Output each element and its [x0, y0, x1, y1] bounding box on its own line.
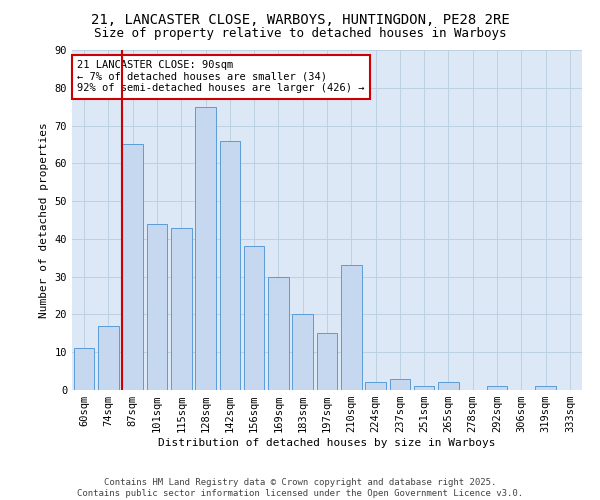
Bar [122, 144, 143, 390]
Bar [268, 276, 289, 390]
Bar [317, 334, 337, 390]
Text: 21, LANCASTER CLOSE, WARBOYS, HUNTINGDON, PE28 2RE: 21, LANCASTER CLOSE, WARBOYS, HUNTINGDON… [91, 12, 509, 26]
Bar [220, 140, 240, 390]
Bar [389, 378, 410, 390]
Bar [487, 386, 508, 390]
Text: Size of property relative to detached houses in Warboys: Size of property relative to detached ho… [94, 28, 506, 40]
Bar [292, 314, 313, 390]
Text: Contains HM Land Registry data © Crown copyright and database right 2025.
Contai: Contains HM Land Registry data © Crown c… [77, 478, 523, 498]
Bar [341, 266, 362, 390]
Bar [171, 228, 191, 390]
Bar [438, 382, 459, 390]
Bar [195, 106, 216, 390]
Bar [146, 224, 167, 390]
Y-axis label: Number of detached properties: Number of detached properties [39, 122, 49, 318]
Bar [98, 326, 119, 390]
X-axis label: Distribution of detached houses by size in Warboys: Distribution of detached houses by size … [158, 438, 496, 448]
Bar [414, 386, 434, 390]
Bar [365, 382, 386, 390]
Bar [74, 348, 94, 390]
Bar [244, 246, 265, 390]
Bar [535, 386, 556, 390]
Text: 21 LANCASTER CLOSE: 90sqm
← 7% of detached houses are smaller (34)
92% of semi-d: 21 LANCASTER CLOSE: 90sqm ← 7% of detach… [77, 60, 365, 94]
